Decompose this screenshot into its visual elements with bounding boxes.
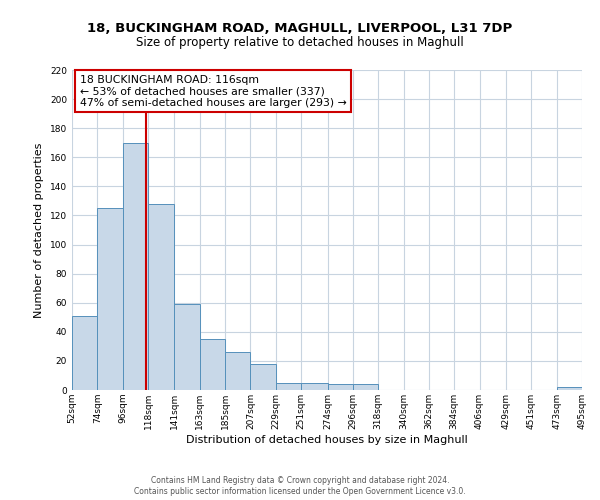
Bar <box>276 382 301 390</box>
X-axis label: Distribution of detached houses by size in Maghull: Distribution of detached houses by size … <box>186 434 468 444</box>
Text: Contains public sector information licensed under the Open Government Licence v3: Contains public sector information licen… <box>134 487 466 496</box>
Bar <box>122 142 148 390</box>
Bar <box>301 382 328 390</box>
Bar <box>148 204 175 390</box>
Bar <box>353 384 378 390</box>
Y-axis label: Number of detached properties: Number of detached properties <box>34 142 44 318</box>
Bar <box>225 352 250 390</box>
Bar <box>175 304 200 390</box>
Bar <box>250 364 276 390</box>
Bar <box>97 208 122 390</box>
Text: 18 BUCKINGHAM ROAD: 116sqm
← 53% of detached houses are smaller (337)
47% of sem: 18 BUCKINGHAM ROAD: 116sqm ← 53% of deta… <box>80 75 346 108</box>
Text: 18, BUCKINGHAM ROAD, MAGHULL, LIVERPOOL, L31 7DP: 18, BUCKINGHAM ROAD, MAGHULL, LIVERPOOL,… <box>88 22 512 36</box>
Bar <box>72 316 97 390</box>
Bar <box>200 339 225 390</box>
Text: Contains HM Land Registry data © Crown copyright and database right 2024.: Contains HM Land Registry data © Crown c… <box>151 476 449 485</box>
Text: Size of property relative to detached houses in Maghull: Size of property relative to detached ho… <box>136 36 464 49</box>
Bar <box>557 387 582 390</box>
Bar <box>328 384 353 390</box>
